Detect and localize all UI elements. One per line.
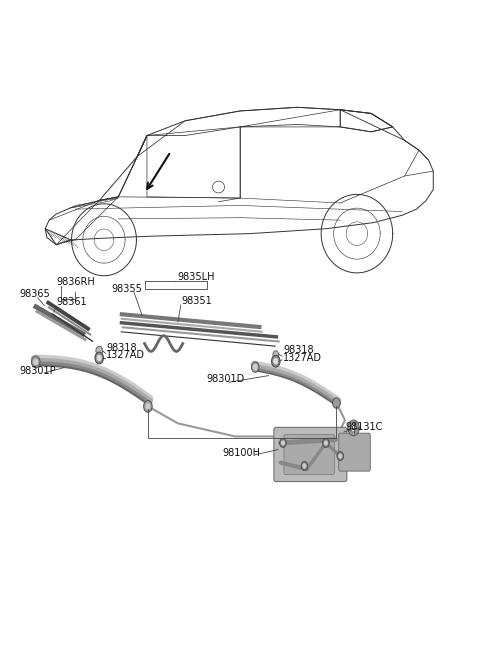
- Circle shape: [274, 359, 278, 364]
- Circle shape: [280, 438, 286, 447]
- Circle shape: [253, 365, 257, 370]
- Circle shape: [273, 351, 279, 359]
- Circle shape: [146, 404, 150, 409]
- Text: 9836RH: 9836RH: [56, 277, 95, 286]
- Text: 98131C: 98131C: [345, 422, 383, 432]
- Text: 98351: 98351: [182, 296, 213, 306]
- FancyBboxPatch shape: [284, 434, 335, 474]
- FancyBboxPatch shape: [274, 427, 347, 482]
- Text: 1327AD: 1327AD: [107, 350, 145, 360]
- Text: 98318: 98318: [107, 343, 137, 353]
- FancyBboxPatch shape: [339, 433, 370, 471]
- Text: 1327AD: 1327AD: [283, 353, 322, 363]
- Circle shape: [351, 424, 357, 432]
- Circle shape: [303, 464, 306, 468]
- Text: 98301D: 98301D: [206, 374, 245, 384]
- Circle shape: [339, 454, 342, 458]
- Circle shape: [34, 359, 37, 365]
- Circle shape: [97, 355, 101, 361]
- Text: 98301P: 98301P: [20, 367, 56, 376]
- Circle shape: [333, 398, 340, 408]
- Circle shape: [252, 362, 259, 373]
- Circle shape: [301, 461, 308, 470]
- Circle shape: [272, 355, 280, 367]
- Circle shape: [32, 356, 40, 368]
- Text: 9835LH: 9835LH: [177, 272, 215, 282]
- Circle shape: [348, 420, 360, 436]
- Circle shape: [337, 451, 344, 461]
- Text: 98100H: 98100H: [222, 448, 260, 458]
- Circle shape: [323, 438, 329, 447]
- Circle shape: [324, 441, 327, 445]
- Circle shape: [144, 401, 152, 412]
- Circle shape: [281, 441, 284, 445]
- Text: 98355: 98355: [112, 284, 143, 294]
- Text: 98365: 98365: [20, 289, 50, 299]
- Circle shape: [95, 352, 104, 364]
- Text: 98318: 98318: [283, 346, 313, 355]
- Circle shape: [96, 346, 103, 355]
- Text: 98361: 98361: [56, 297, 87, 307]
